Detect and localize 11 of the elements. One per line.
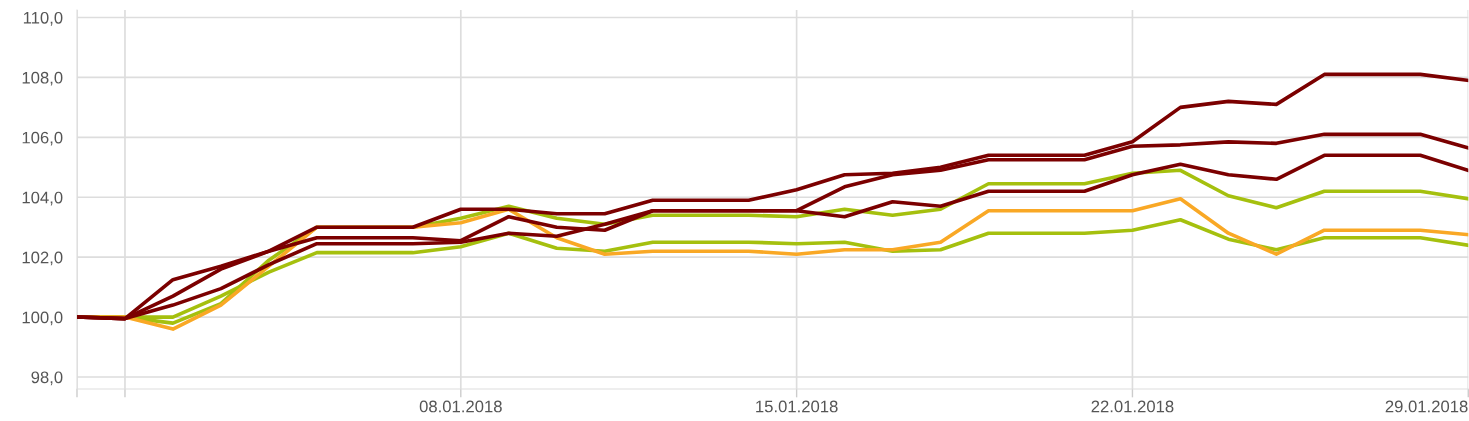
- y-tick-label: 108,0: [22, 71, 63, 86]
- y-tick-label: 98,0: [31, 371, 63, 386]
- y-tick-label: 106,0: [22, 131, 63, 146]
- y-tick-label: 110,0: [23, 11, 63, 26]
- x-tick-label: 22.01.2018: [1091, 400, 1174, 413]
- y-tick-label: 104,0: [22, 191, 63, 206]
- y-tick-label: 100,0: [22, 311, 63, 326]
- x-tick-label: 29.01.2018: [1385, 400, 1468, 413]
- y-tick-label: 102,0: [22, 251, 63, 266]
- x-tick-label: 08.01.2018: [419, 400, 502, 413]
- x-tick-label: 15.01.2018: [756, 400, 838, 413]
